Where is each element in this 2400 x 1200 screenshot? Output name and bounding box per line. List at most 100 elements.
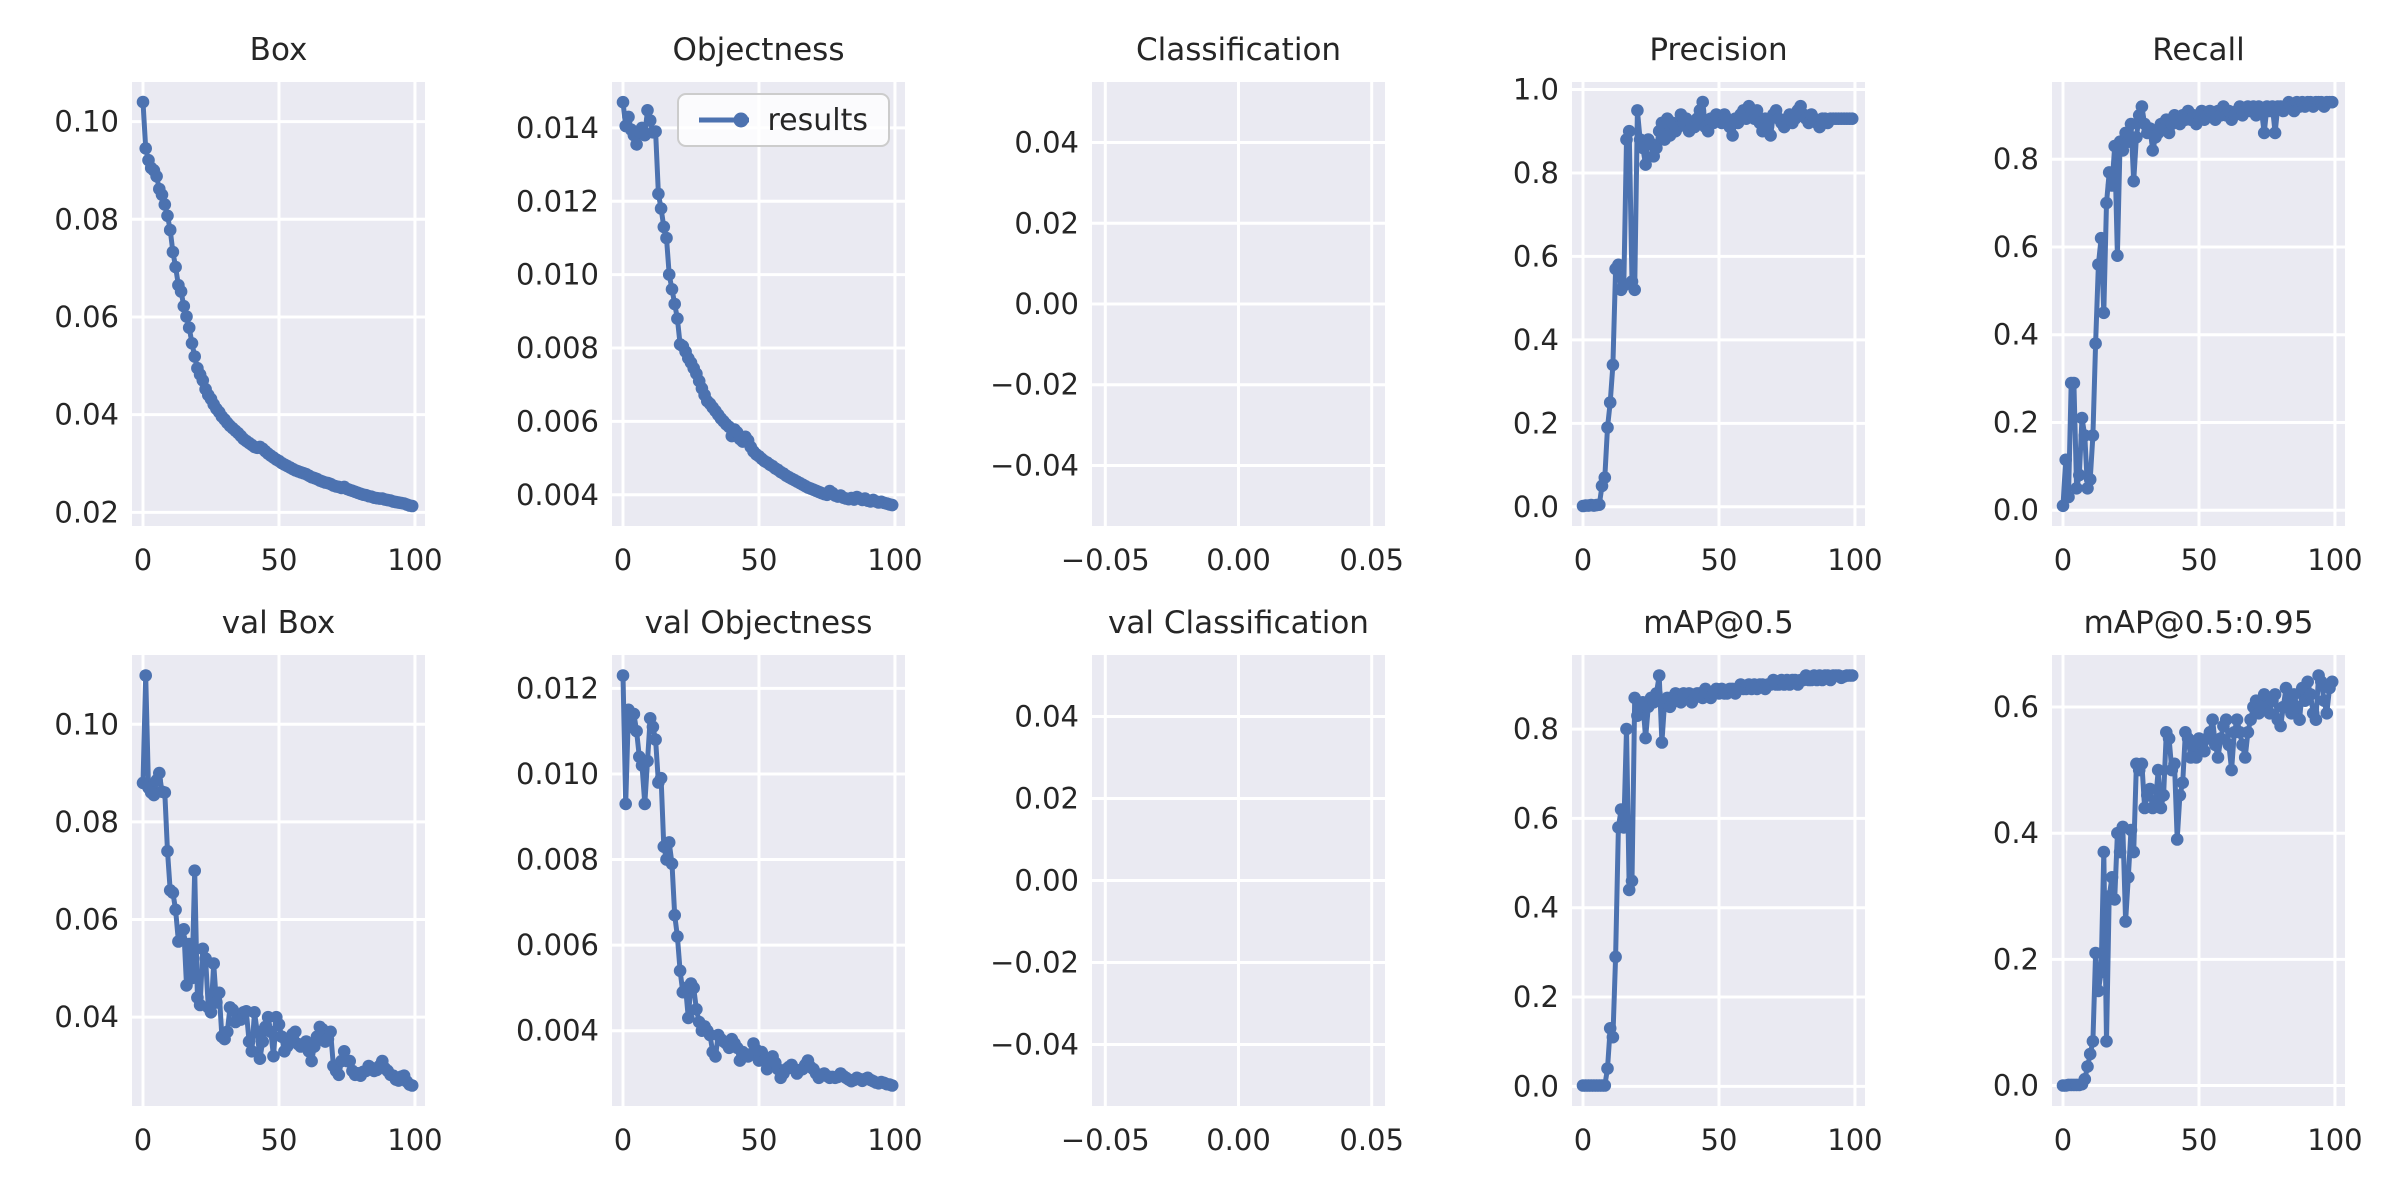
- svg-text:0.010: 0.010: [516, 258, 599, 292]
- svg-text:0: 0: [2054, 543, 2072, 577]
- svg-text:0.00: 0.00: [1206, 1123, 1271, 1157]
- svg-text:0.00: 0.00: [1206, 543, 1271, 577]
- svg-text:0.04: 0.04: [1014, 126, 1079, 160]
- svg-text:100: 100: [1827, 543, 1882, 577]
- svg-text:0: 0: [614, 543, 632, 577]
- plot-precision: 0 50 100 0.0 0.2 0.4 0.6 0.8 1.0: [1513, 73, 1883, 577]
- svg-text:−0.02: −0.02: [990, 946, 1079, 980]
- svg-text:0.2: 0.2: [1993, 942, 2039, 976]
- chart-title-map5095: mAP@0.5:0.95: [2083, 605, 2314, 641]
- svg-text:0.10: 0.10: [54, 105, 119, 139]
- svg-text:0.012: 0.012: [516, 671, 599, 705]
- svg-text:0.8: 0.8: [1993, 142, 2039, 176]
- svg-text:0.0: 0.0: [1993, 493, 2039, 527]
- svg-text:0.06: 0.06: [54, 903, 119, 937]
- svg-text:−0.04: −0.04: [990, 1028, 1079, 1062]
- chart-title-val-classification: val Classification: [1108, 605, 1369, 641]
- svg-text:0: 0: [614, 1123, 632, 1157]
- plot-val-objectness: 0 50 100 0.004 0.006 0.008 0.010 0.012: [516, 655, 923, 1157]
- svg-text:0.004: 0.004: [516, 478, 599, 512]
- svg-text:0.04: 0.04: [54, 1000, 119, 1034]
- svg-text:0.012: 0.012: [516, 184, 599, 218]
- svg-text:50: 50: [261, 1123, 298, 1157]
- svg-text:0.4: 0.4: [1993, 318, 2039, 352]
- svg-text:0: 0: [2054, 1123, 2072, 1157]
- svg-text:0.008: 0.008: [516, 331, 599, 365]
- plot-classification: −0.05 0.00 0.05 −0.04 −0.02 0.00 0.02 0.04: [990, 82, 1403, 577]
- svg-text:0.004: 0.004: [516, 1014, 599, 1048]
- svg-text:−0.05: −0.05: [1061, 543, 1150, 577]
- svg-text:0.2: 0.2: [1993, 405, 2039, 439]
- legend-line-sample: [699, 112, 750, 128]
- plot-map5095: 0 50 100 0.0 0.2 0.4 0.6: [1993, 655, 2363, 1157]
- svg-text:0.8: 0.8: [1513, 156, 1559, 190]
- plot-val-box: 0 50 100 0.04 0.06 0.08 0.10: [54, 655, 443, 1157]
- plot-val-classification: −0.05 0.00 0.05 −0.04 −0.02 0.00 0.02 0.04: [990, 655, 1403, 1157]
- svg-text:0.10: 0.10: [54, 707, 119, 741]
- svg-text:0.05: 0.05: [1339, 543, 1403, 577]
- plot-box: 0 50 100 0.02 0.04 0.06 0.08 0.10: [54, 82, 443, 577]
- svg-text:0.2: 0.2: [1513, 980, 1559, 1014]
- svg-text:0.008: 0.008: [516, 843, 599, 877]
- svg-text:0.2: 0.2: [1513, 406, 1559, 440]
- plot-objectness: 0 50 100 0.004 0.006 0.008 0.010 0.012 0.014: [516, 82, 923, 577]
- plot-recall: 0 50 100 0.0 0.2 0.4 0.6 0.8: [1993, 82, 2363, 577]
- chart-title-classification: Classification: [1135, 32, 1342, 68]
- svg-text:50: 50: [1701, 1123, 1738, 1157]
- plot-map50: 0 50 100 0.0 0.2 0.4 0.6 0.8: [1513, 655, 1883, 1157]
- svg-text:50: 50: [1701, 543, 1738, 577]
- svg-text:100: 100: [867, 543, 922, 577]
- svg-text:0.00: 0.00: [1014, 287, 1079, 321]
- svg-text:0.006: 0.006: [516, 928, 599, 962]
- svg-text:0.0: 0.0: [1513, 1069, 1559, 1103]
- chart-title-val-box: val Box: [221, 605, 336, 641]
- chart-title-box: Box: [249, 32, 308, 68]
- legend-label: results: [767, 102, 868, 138]
- chart-title-precision: Precision: [1649, 32, 1788, 68]
- svg-text:100: 100: [387, 543, 442, 577]
- svg-text:0.02: 0.02: [54, 495, 119, 529]
- chart-title-map50: mAP@0.5: [1643, 605, 1794, 641]
- svg-text:0.6: 0.6: [1993, 690, 2039, 724]
- svg-text:0.04: 0.04: [54, 398, 119, 432]
- svg-text:0: 0: [134, 543, 152, 577]
- svg-text:−0.02: −0.02: [990, 368, 1079, 402]
- svg-text:100: 100: [2307, 543, 2362, 577]
- svg-text:0.4: 0.4: [1993, 816, 2039, 850]
- svg-text:0.6: 0.6: [1513, 801, 1559, 835]
- svg-text:0.08: 0.08: [54, 805, 119, 839]
- svg-text:0.014: 0.014: [516, 111, 599, 145]
- chart-title-val-objectness: val Objectness: [644, 605, 873, 641]
- svg-text:0.6: 0.6: [1513, 239, 1559, 273]
- svg-text:0: 0: [134, 1123, 152, 1157]
- svg-text:0: 0: [1574, 1123, 1592, 1157]
- svg-text:50: 50: [261, 543, 298, 577]
- svg-text:0.02: 0.02: [1014, 206, 1079, 240]
- svg-text:50: 50: [2181, 543, 2218, 577]
- svg-text:0.08: 0.08: [54, 202, 119, 236]
- svg-text:0.04: 0.04: [1014, 700, 1079, 734]
- chart-title-recall: Recall: [2152, 32, 2245, 68]
- svg-text:0.0: 0.0: [1993, 1069, 2039, 1103]
- svg-text:100: 100: [867, 1123, 922, 1157]
- svg-text:−0.04: −0.04: [990, 448, 1079, 482]
- legend: results: [677, 93, 890, 147]
- svg-text:0.006: 0.006: [516, 404, 599, 438]
- svg-text:−0.05: −0.05: [1061, 1123, 1150, 1157]
- chart-title-objectness: Objectness: [672, 32, 845, 68]
- svg-text:0.06: 0.06: [54, 300, 119, 334]
- svg-text:0.4: 0.4: [1513, 323, 1559, 357]
- svg-text:0.0: 0.0: [1513, 490, 1559, 524]
- svg-text:0.05: 0.05: [1339, 1123, 1403, 1157]
- svg-text:0.4: 0.4: [1513, 891, 1559, 925]
- svg-text:0.010: 0.010: [516, 757, 599, 791]
- svg-text:0.02: 0.02: [1014, 782, 1079, 816]
- svg-text:0.6: 0.6: [1993, 230, 2039, 264]
- svg-text:100: 100: [2307, 1123, 2362, 1157]
- svg-text:100: 100: [387, 1123, 442, 1157]
- svg-text:0.00: 0.00: [1014, 864, 1079, 898]
- svg-text:50: 50: [741, 1123, 778, 1157]
- svg-text:1.0: 1.0: [1513, 73, 1559, 107]
- svg-text:0: 0: [1574, 543, 1592, 577]
